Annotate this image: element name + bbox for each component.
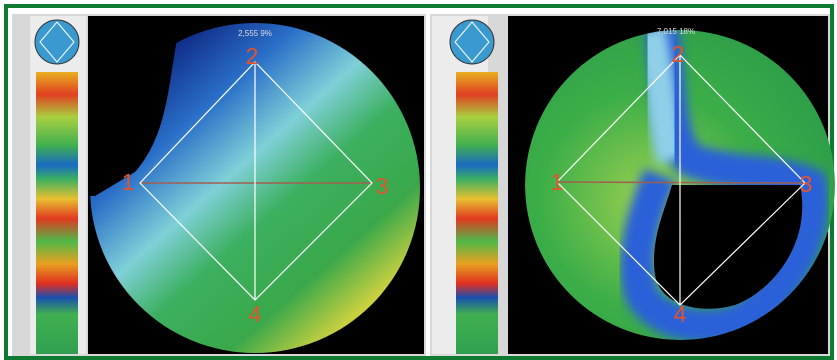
panel-right: 7,015 18% 1 2 3 4 <box>430 14 835 356</box>
point-label: 2 <box>246 43 259 69</box>
mini-diamond <box>454 21 490 63</box>
panel-left: 2,555 9% 1 2 3 4 <box>12 14 426 356</box>
diamond <box>139 61 373 301</box>
mini-map <box>34 19 80 65</box>
value-label: 7,015 18% <box>657 27 695 36</box>
point-label: 2 <box>672 41 685 67</box>
axis-line <box>556 181 806 184</box>
point-label: 1 <box>551 169 564 195</box>
point-label: 1 <box>122 169 135 195</box>
light-band <box>635 30 687 165</box>
value-label: 2,555 9% <box>238 29 272 38</box>
point-label: 4 <box>674 301 687 327</box>
mask <box>88 16 182 196</box>
mini-map <box>449 19 495 65</box>
point-label: 4 <box>249 301 262 327</box>
strip <box>36 72 78 354</box>
diamond <box>556 54 806 306</box>
hole <box>653 185 803 309</box>
strip <box>456 72 498 354</box>
mini-diamond <box>39 21 75 63</box>
point-label: 3 <box>376 173 389 199</box>
point-label: 3 <box>800 171 813 197</box>
